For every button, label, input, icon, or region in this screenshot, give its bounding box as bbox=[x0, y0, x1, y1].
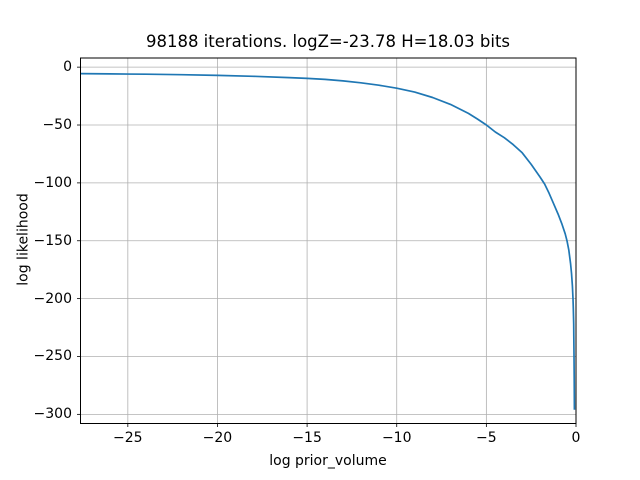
y-tick-label: 0 bbox=[63, 59, 72, 76]
y-tick-label: −50 bbox=[42, 117, 72, 133]
loglikelihood-curve bbox=[80, 72, 576, 410]
chart-title: 98188 iterations. logZ=-23.78 H=18.03 bi… bbox=[145, 32, 511, 51]
y-tick-label: −150 bbox=[33, 232, 72, 249]
x-tick-label: −25 bbox=[113, 430, 143, 446]
y-tick-label: −300 bbox=[33, 406, 72, 423]
y-tick-label: −100 bbox=[33, 174, 72, 191]
x-tick-label: −20 bbox=[202, 430, 233, 446]
x-tick-label: −10 bbox=[381, 430, 412, 446]
y-tick-label: −200 bbox=[33, 290, 72, 307]
x-tick-label: −15 bbox=[292, 430, 322, 446]
axes-frame bbox=[80, 57, 577, 424]
x-tick-label: −5 bbox=[476, 430, 497, 446]
y-tick-label: −250 bbox=[33, 348, 72, 365]
x-tick-label: 0 bbox=[571, 430, 581, 446]
x-axis-label: log prior_volume bbox=[269, 453, 387, 469]
